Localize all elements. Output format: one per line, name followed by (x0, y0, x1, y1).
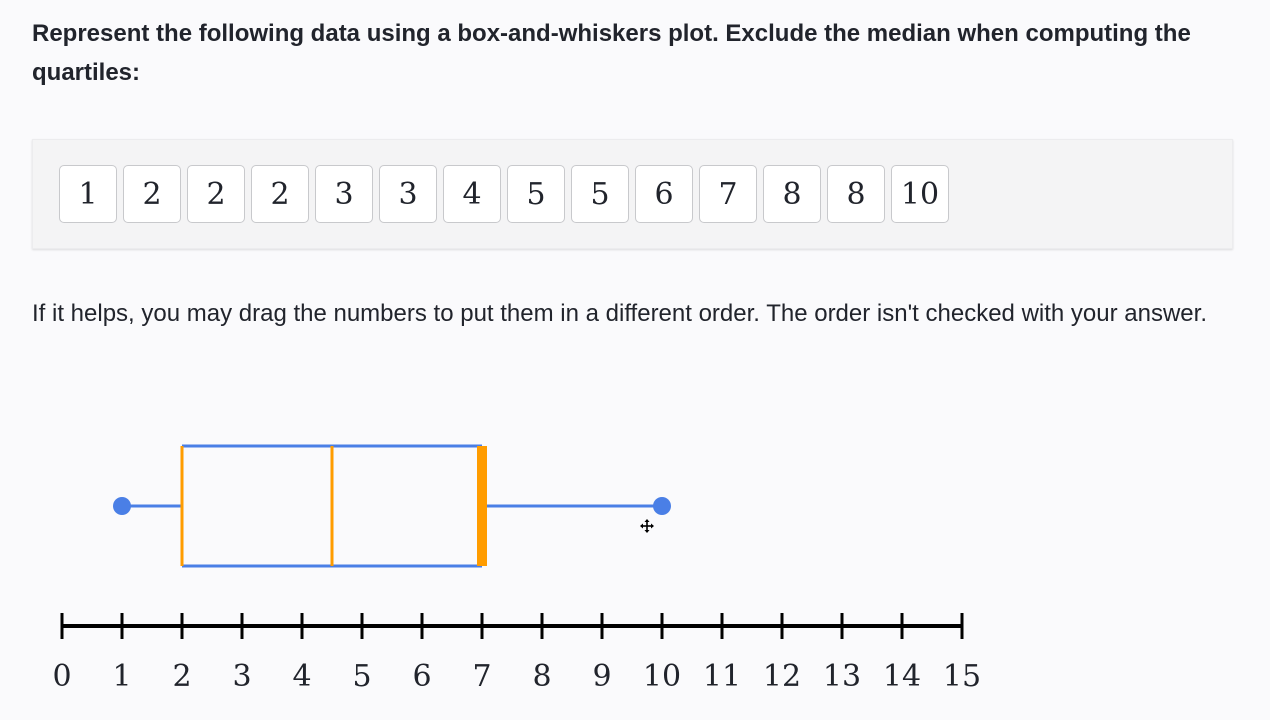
question-text: Represent the following data using a box… (32, 20, 1191, 86)
tick-label: 15 (943, 659, 981, 694)
data-tile[interactable]: 6 (635, 165, 693, 223)
tick-label: 0 (52, 659, 71, 694)
sortable-tiles: 1 2 2 2 3 3 4 5 5 6 7 8 8 10 (59, 165, 955, 223)
tick-label: 8 (532, 659, 551, 694)
sortable-tray: 1 2 2 2 3 3 4 5 5 6 7 8 8 10 (32, 139, 1233, 249)
tick-label: 12 (763, 659, 801, 694)
max-handle[interactable] (653, 497, 671, 515)
tick-label: 10 (643, 659, 681, 694)
move-cursor-icon (640, 519, 654, 533)
tick-label: 13 (823, 659, 861, 694)
data-tile[interactable]: 2 (251, 165, 309, 223)
tick-label: 6 (412, 659, 431, 694)
data-tile[interactable]: 2 (187, 165, 245, 223)
tick-label: 9 (592, 659, 611, 694)
tick-label: 7 (472, 659, 491, 694)
tick-label: 14 (883, 659, 921, 694)
tick-label: 3 (232, 659, 251, 694)
data-tile[interactable]: 5 (507, 165, 565, 223)
data-tile[interactable]: 3 (315, 165, 373, 223)
data-tile[interactable]: 8 (827, 165, 885, 223)
data-tile[interactable]: 8 (763, 165, 821, 223)
hint-text: If it helps, you may drag the numbers to… (32, 300, 1207, 327)
tick-label: 5 (352, 659, 371, 694)
data-tile[interactable]: 2 (123, 165, 181, 223)
tick-label: 4 (292, 659, 311, 694)
min-handle[interactable] (113, 497, 131, 515)
tick-label: 11 (703, 659, 741, 694)
box-plot-graph[interactable]: 0 1 2 3 4 5 6 7 8 9 10 11 12 13 14 15 (0, 380, 1270, 710)
data-tile[interactable]: 4 (443, 165, 501, 223)
data-tile[interactable]: 1 (59, 165, 117, 223)
data-tile[interactable]: 3 (379, 165, 437, 223)
data-tile[interactable]: 7 (699, 165, 757, 223)
data-tile[interactable]: 10 (891, 165, 949, 223)
data-tile[interactable]: 5 (571, 165, 629, 223)
tick-label: 1 (112, 659, 131, 694)
tick-label: 2 (172, 659, 191, 694)
